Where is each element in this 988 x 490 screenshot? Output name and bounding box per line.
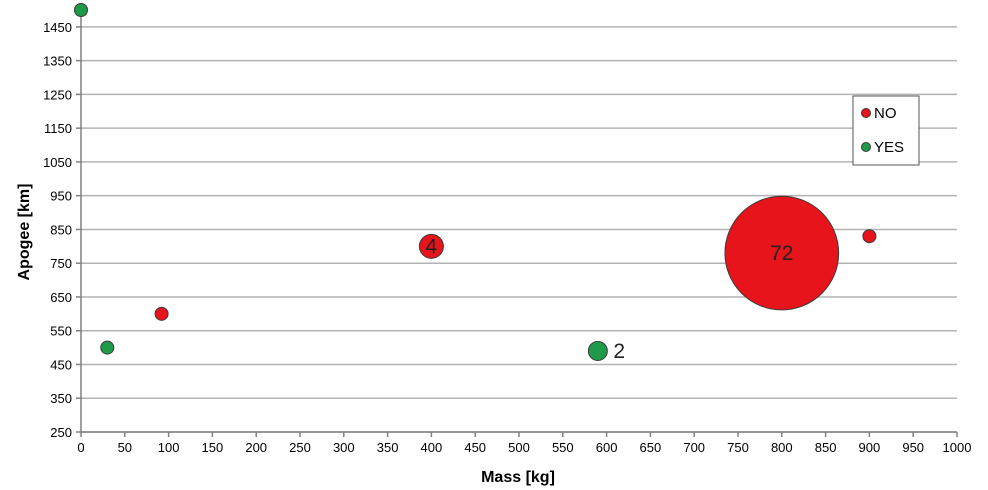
- bubble-yes: [100, 340, 115, 355]
- legend-box: [852, 95, 920, 166]
- bubble-no: [154, 306, 169, 321]
- y-tick-label: 1450: [43, 20, 72, 35]
- x-tick-label: 800: [771, 440, 793, 455]
- y-tick-label: 1350: [43, 54, 72, 69]
- bubble-no: [418, 233, 444, 259]
- x-axis-title: Mass [kg]: [481, 469, 555, 486]
- y-tick-labels: 250 350 450 550 650 750 850 950 1050 1150 1250 1350…: [43, 20, 81, 440]
- x-tick-label: 150: [202, 440, 224, 455]
- y-tick-label: 750: [50, 256, 72, 271]
- x-tick-label: 0: [77, 440, 84, 455]
- x-tick-label: 450: [464, 440, 486, 455]
- y-tick-label: 550: [50, 324, 72, 339]
- x-tick-label: 1000: [943, 440, 972, 455]
- legend-label-no: NO: [874, 105, 897, 122]
- y-tick-label: 950: [50, 189, 72, 204]
- x-tick-label: 350: [377, 440, 399, 455]
- bubble-count-label: 72: [770, 242, 793, 265]
- legend-marker-no: [861, 108, 871, 118]
- x-tick-label: 500: [508, 440, 530, 455]
- y-tick-label: 350: [50, 391, 72, 406]
- legend: NO YES: [852, 95, 920, 166]
- y-tick-label: 850: [50, 222, 72, 237]
- bubble-yes: [74, 3, 88, 17]
- x-tick-labels: 0 50 100 150 200 250 300 350 400 450 500 550 600 650 7…: [77, 432, 971, 455]
- x-tick-label: 900: [859, 440, 881, 455]
- bubble-count-label: 2: [613, 340, 625, 363]
- y-tick-label: 250: [50, 425, 72, 440]
- x-tick-label: 650: [640, 440, 662, 455]
- grid-lines: [81, 26, 957, 433]
- bubble-no: [724, 195, 840, 311]
- x-tick-label: 250: [289, 440, 311, 455]
- x-tick-label: 300: [333, 440, 355, 455]
- y-axis-title: Apogee [km]: [16, 184, 33, 281]
- x-tick-label: 200: [245, 440, 267, 455]
- y-tick-label: 1050: [43, 155, 72, 170]
- y-tick-label: 1250: [43, 87, 72, 102]
- x-tick-label: 550: [552, 440, 574, 455]
- bubble-count-label: 4: [426, 235, 438, 258]
- bubbles: 72 4 2: [74, 3, 877, 363]
- bubble-no: [862, 229, 877, 244]
- legend-marker-yes: [861, 142, 871, 152]
- x-tick-label: 700: [683, 440, 705, 455]
- x-tick-label: 850: [815, 440, 837, 455]
- y-tick-label: 1150: [44, 121, 72, 136]
- bubble-yes: [587, 340, 608, 361]
- x-tick-label: 100: [158, 440, 180, 455]
- x-tick-label: 750: [727, 440, 749, 455]
- x-tick-label: 400: [421, 440, 443, 455]
- x-tick-label: 950: [902, 440, 924, 455]
- legend-label-yes: YES: [874, 139, 904, 156]
- y-tick-label: 450: [50, 357, 72, 372]
- x-tick-label: 600: [596, 440, 618, 455]
- y-tick-label: 650: [50, 290, 72, 305]
- x-tick-label: 50: [118, 440, 132, 455]
